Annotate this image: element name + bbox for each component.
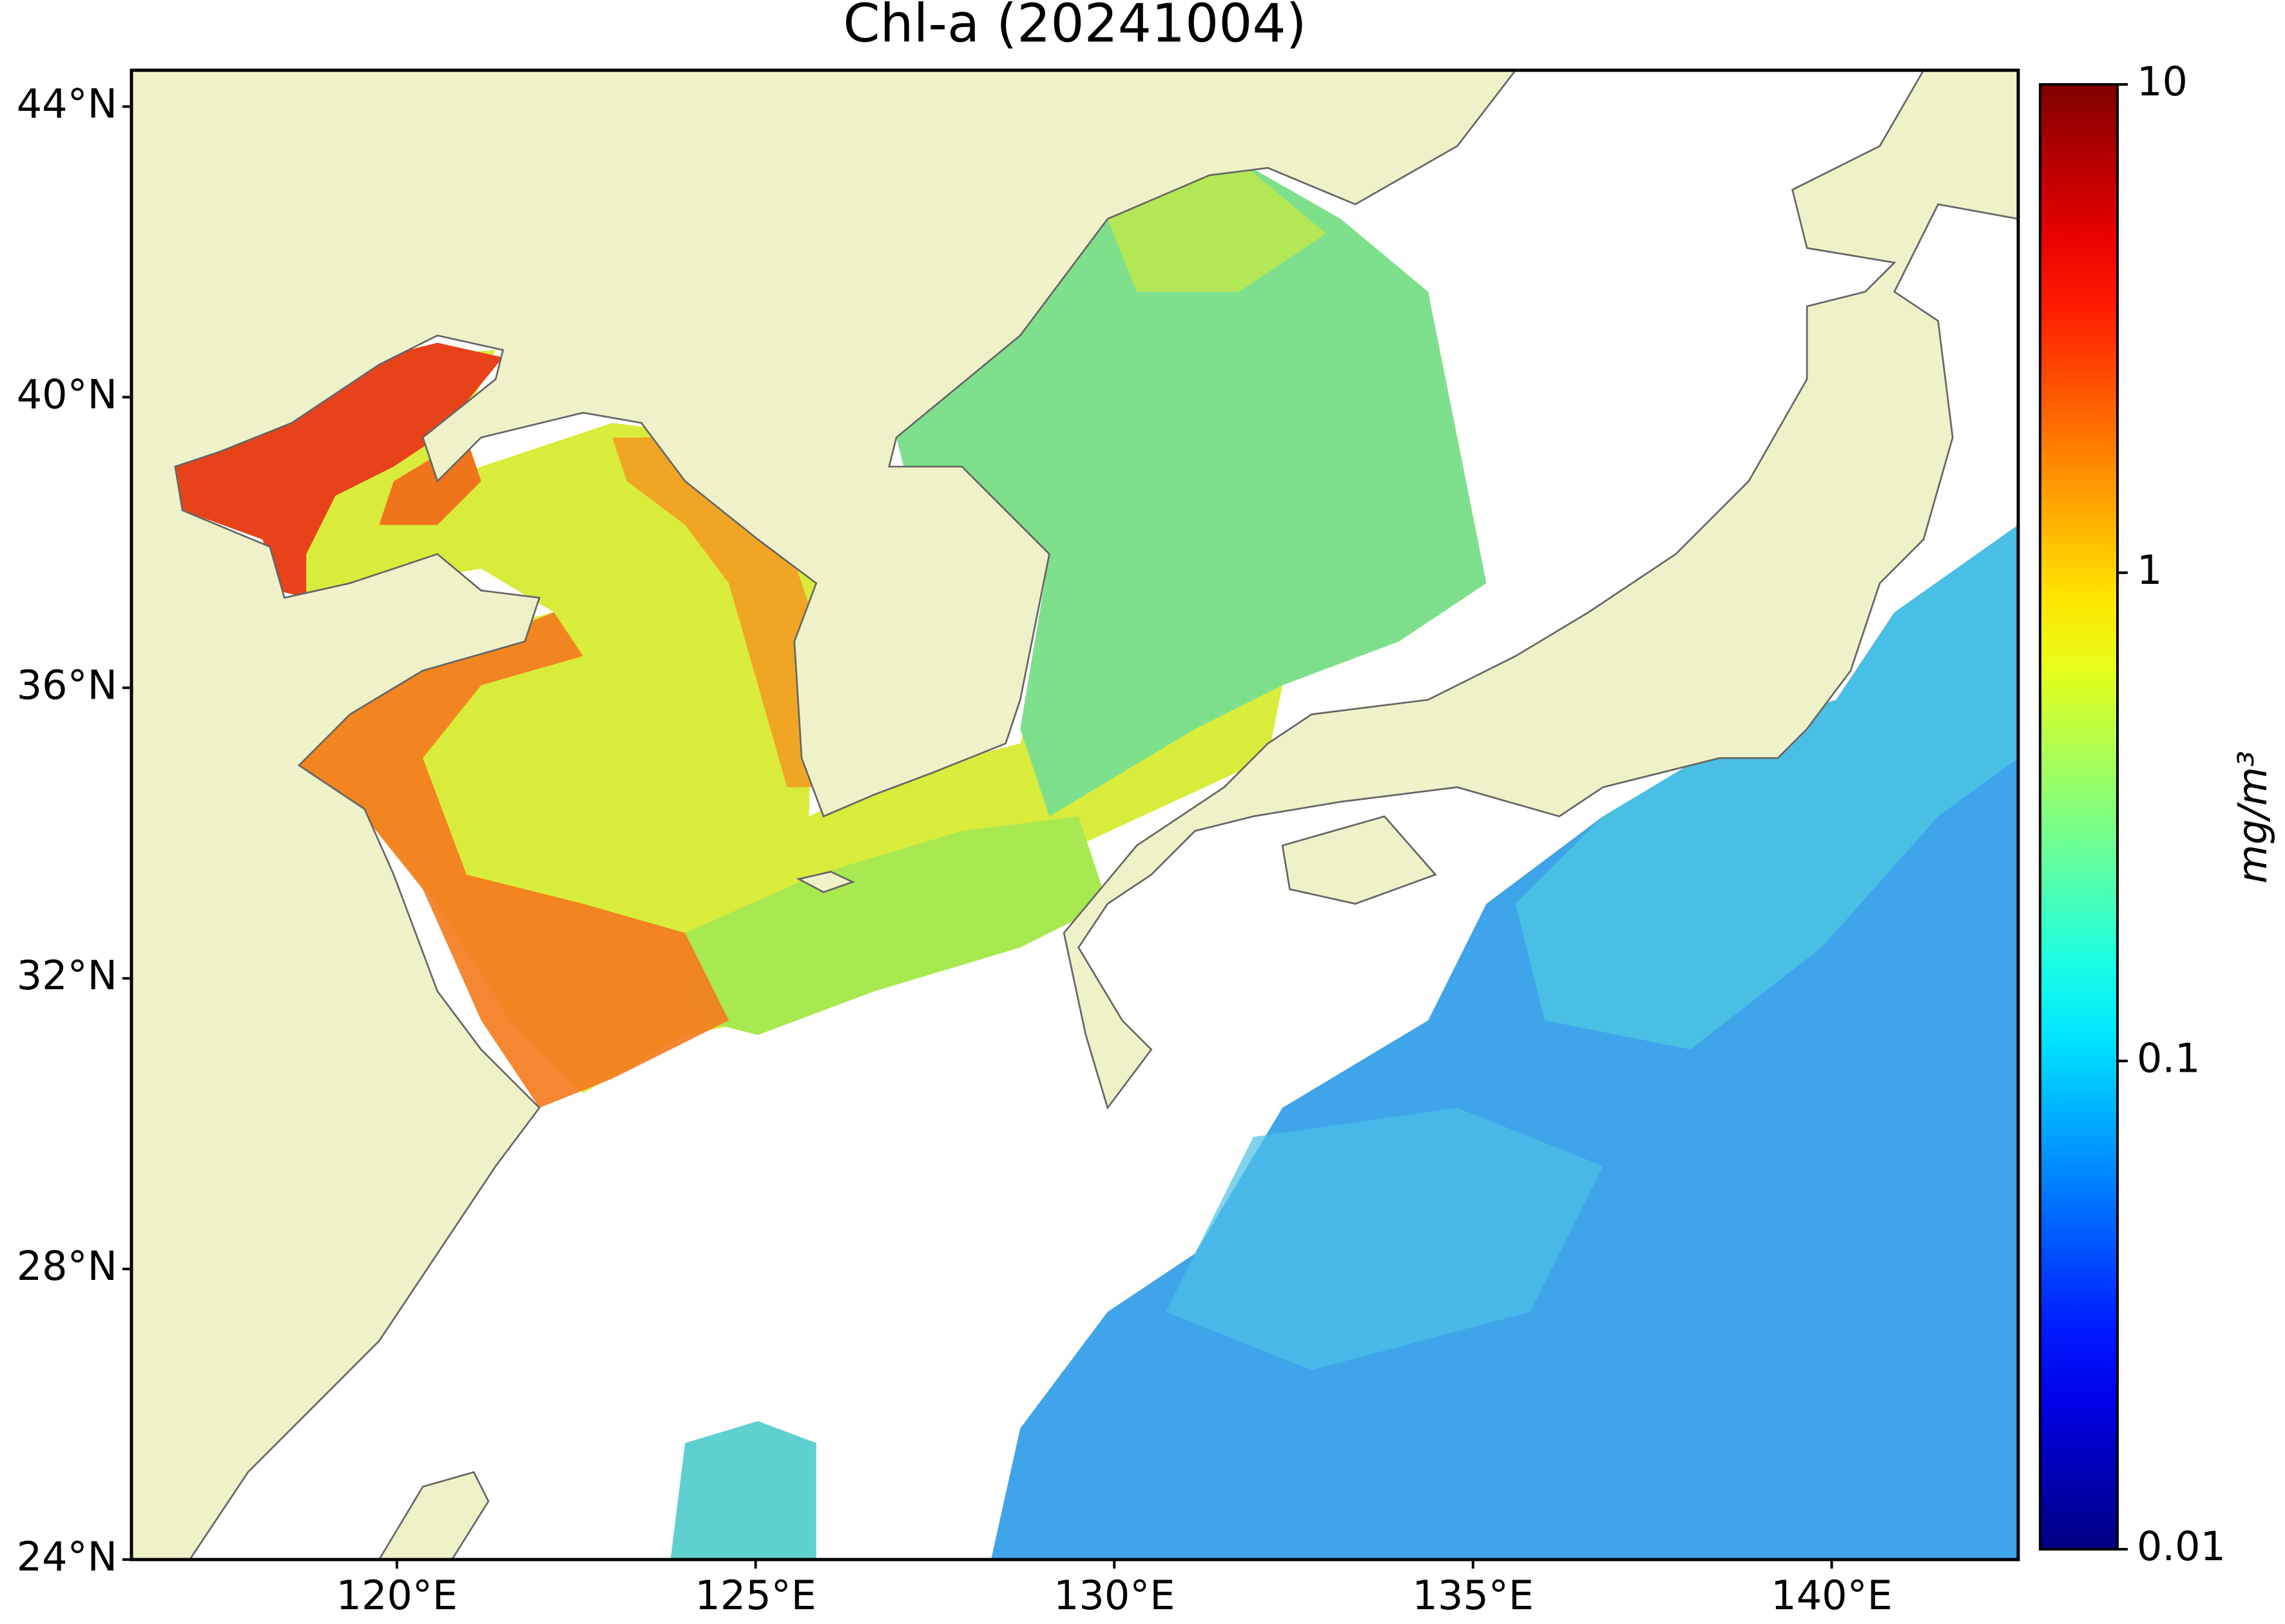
y-tick-label: 44°N: [17, 80, 117, 127]
colorbar-tick-label: 0.01: [2137, 1523, 2226, 1570]
chl-okinawa: [670, 1421, 816, 1560]
x-tick-label: 130°E: [1054, 1572, 1175, 1619]
y-tick-label: 24°N: [17, 1533, 117, 1580]
x-tick-label: 125°E: [695, 1572, 816, 1619]
x-tick-label: 135°E: [1412, 1572, 1534, 1619]
colorbar-tick-label: 0.1: [2137, 1034, 2201, 1081]
colorbar-label: mg/m³: [2229, 751, 2276, 884]
map: [131, 70, 2018, 1560]
colorbar-tick-label: 1: [2137, 546, 2162, 594]
land-asia: [131, 70, 1517, 1560]
chl-east-sea: [896, 160, 1487, 817]
land-taiwan: [378, 1471, 490, 1560]
land-japan: [1063, 70, 2018, 1110]
chl-east-sea-north: [1107, 160, 1327, 292]
y-tick-label: 32°N: [17, 952, 117, 999]
chl-pacific-south: [1166, 1108, 1603, 1371]
y-tick-label: 40°N: [17, 371, 117, 418]
map-frame: [130, 68, 2020, 1561]
x-tick-label: 140°E: [1771, 1572, 1893, 1619]
x-tick-label: 120°E: [336, 1572, 458, 1619]
colorbar: [2039, 83, 2119, 1551]
chl-coastal-orange: [299, 612, 729, 1108]
y-tick-label: 36°N: [17, 661, 117, 708]
land-shikoku: [1281, 815, 1437, 905]
chl-pacific-light: [1515, 525, 2018, 1050]
chl-east-china-sea: [685, 816, 1108, 1035]
y-tick-label: 28°N: [17, 1242, 117, 1290]
chart-title: Chl-a (20241004): [843, 0, 1306, 54]
land-jeju: [796, 871, 855, 893]
colorbar-tick-label: 10: [2137, 58, 2188, 105]
